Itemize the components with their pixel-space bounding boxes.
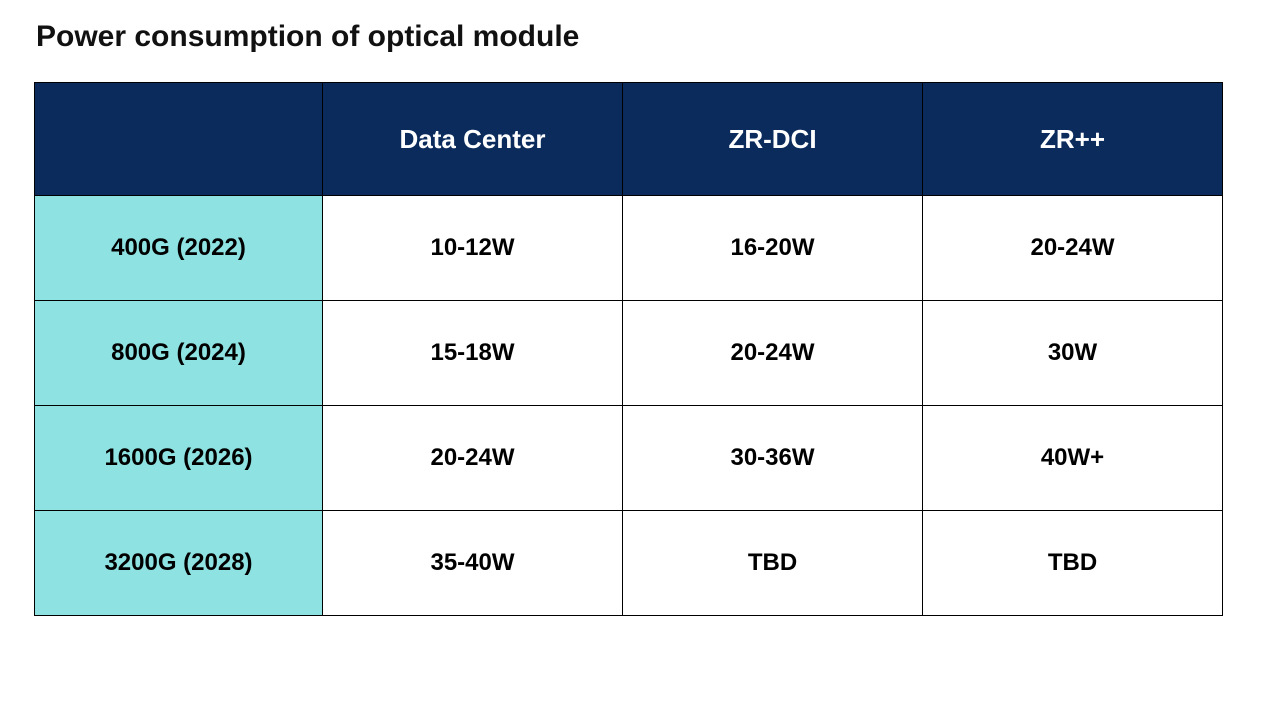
table-header-corner [35,83,323,196]
table-cell: 30-36W [623,406,923,511]
row-label: 1600G (2026) [35,406,323,511]
table-row: 800G (2024) 15-18W 20-24W 30W [35,301,1223,406]
power-table: Data Center ZR-DCI ZR++ 400G (2022) 10-1… [34,82,1223,616]
table-cell: 10-12W [323,196,623,301]
table-header-row: Data Center ZR-DCI ZR++ [35,83,1223,196]
table-cell: 20-24W [923,196,1223,301]
table-cell: TBD [923,511,1223,616]
table-cell: 40W+ [923,406,1223,511]
page: Power consumption of optical module Data… [0,0,1267,636]
table-header-zrpp: ZR++ [923,83,1223,196]
table-cell: 35-40W [323,511,623,616]
table-header-datacenter: Data Center [323,83,623,196]
row-label: 400G (2022) [35,196,323,301]
table-row: 3200G (2028) 35-40W TBD TBD [35,511,1223,616]
table-cell: 16-20W [623,196,923,301]
table-cell: TBD [623,511,923,616]
table-cell: 30W [923,301,1223,406]
table-row: 1600G (2026) 20-24W 30-36W 40W+ [35,406,1223,511]
row-label: 3200G (2028) [35,511,323,616]
table-row: 400G (2022) 10-12W 16-20W 20-24W [35,196,1223,301]
table-cell: 20-24W [623,301,923,406]
row-label: 800G (2024) [35,301,323,406]
table-cell: 20-24W [323,406,623,511]
table-header-zrdci: ZR-DCI [623,83,923,196]
table-cell: 15-18W [323,301,623,406]
page-title: Power consumption of optical module [36,20,1233,54]
